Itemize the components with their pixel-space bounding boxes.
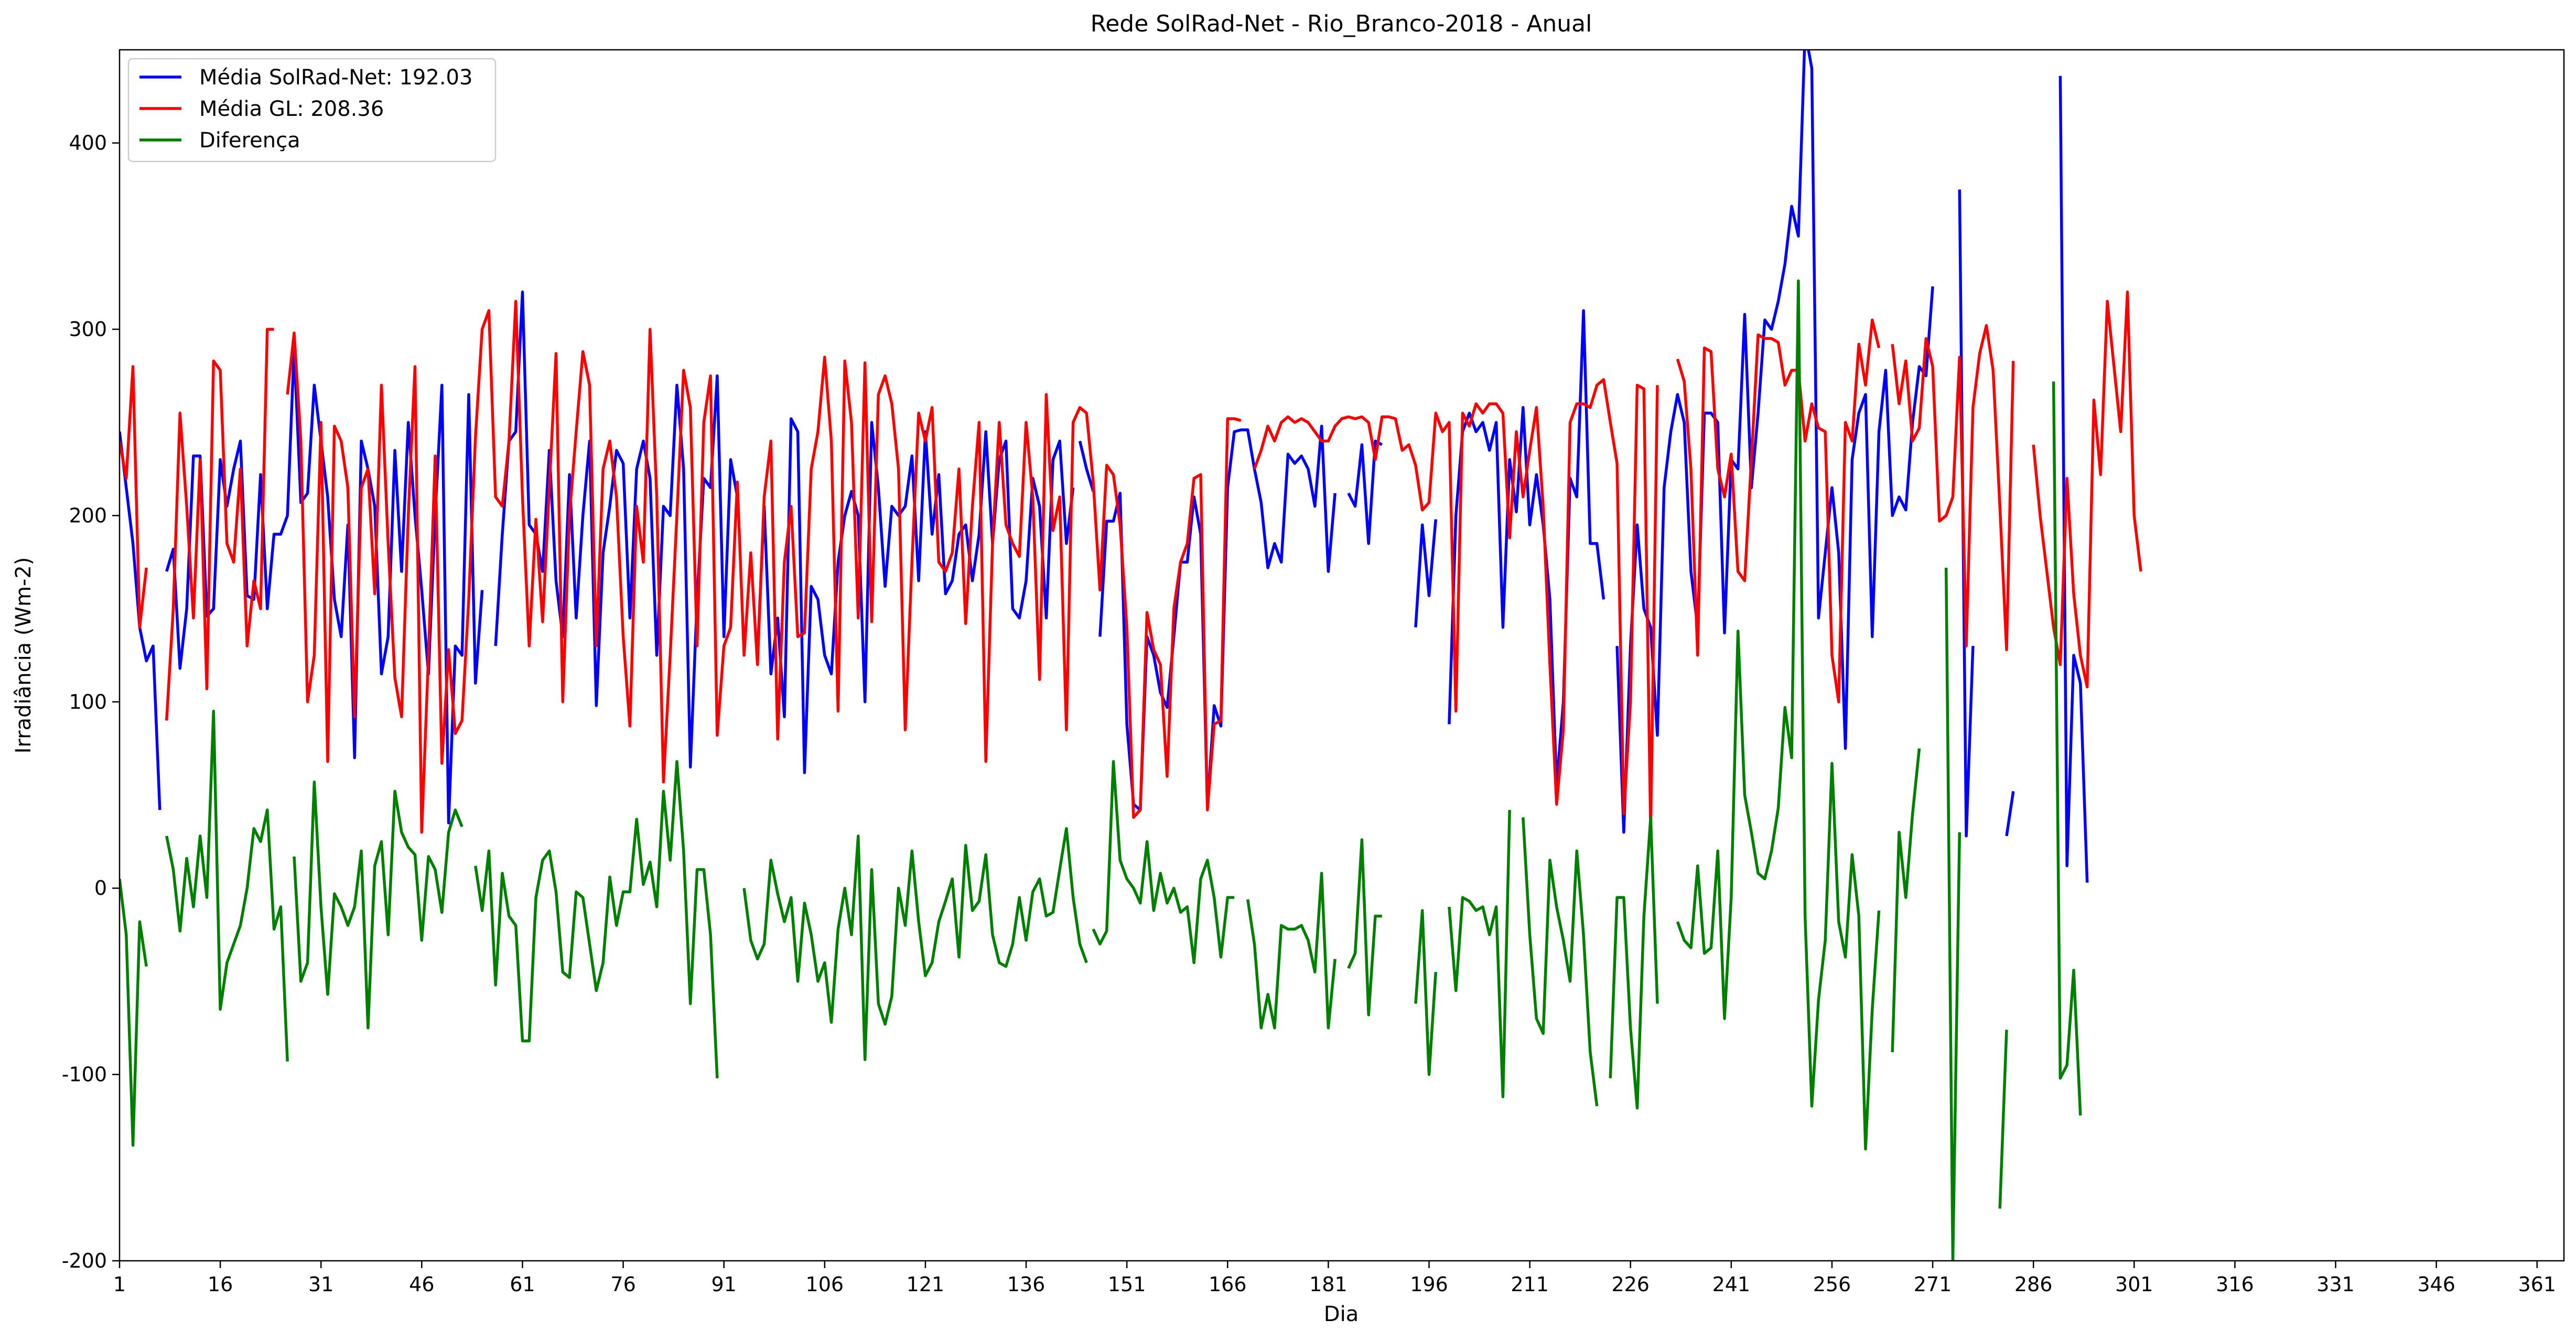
series-3-segment-1 bbox=[120, 879, 148, 1147]
series-3-segment-2 bbox=[165, 709, 289, 1062]
x-tick-label: 121 bbox=[907, 1273, 945, 1296]
series-2-segment-7 bbox=[2032, 290, 2142, 689]
y-tick-label: -100 bbox=[62, 1063, 107, 1086]
series-2-segment-2 bbox=[165, 328, 274, 721]
x-tick-label: 241 bbox=[1712, 1273, 1751, 1296]
x-tick-label: 301 bbox=[2115, 1273, 2153, 1296]
x-tick-label: 271 bbox=[1914, 1273, 1952, 1296]
series-1-segment-6 bbox=[1098, 425, 1336, 812]
y-tick-label: 400 bbox=[69, 132, 107, 155]
series-3-segment-9 bbox=[1414, 909, 1438, 1076]
x-axis: 1 16 31 46 61 76 91 106 121 136 151 166 181 196 211 226… bbox=[113, 1261, 2556, 1296]
y-tick-label: 200 bbox=[69, 504, 107, 527]
y-tick-label: -200 bbox=[62, 1249, 107, 1272]
series-3-segment-17 bbox=[2052, 381, 2082, 1116]
x-tick-label: 61 bbox=[510, 1273, 535, 1296]
x-tick-label: 46 bbox=[409, 1273, 434, 1296]
series-1-segment-13 bbox=[2058, 75, 2089, 883]
legend-label: Diferença bbox=[199, 128, 300, 153]
series-3-segment-12 bbox=[1609, 816, 1659, 1110]
series-1-segment-10 bbox=[1615, 50, 1934, 834]
series-3-segment-7 bbox=[1246, 872, 1336, 1030]
series-2-segment-1 bbox=[120, 365, 148, 629]
plot-frame bbox=[118, 49, 2565, 1262]
x-tick-label: 1 bbox=[113, 1273, 126, 1296]
series-2-segment-6 bbox=[1891, 324, 2015, 652]
y-axis-label: Irradiância (Wm-2) bbox=[12, 557, 36, 754]
chart-title: Rede SolRad-Net - Rio_Branco-2018 - Anua… bbox=[1091, 10, 1592, 37]
series-3-segment-5 bbox=[742, 827, 1088, 1061]
series-1-segment-8 bbox=[1414, 519, 1438, 628]
x-tick-label: 181 bbox=[1309, 1273, 1348, 1296]
series-3-segment-11 bbox=[1522, 817, 1599, 1107]
series-1-segment-12 bbox=[2005, 791, 2015, 837]
series-1-segment-9 bbox=[1448, 309, 1605, 787]
plot-lines bbox=[120, 50, 2142, 1261]
x-tick-label: 76 bbox=[610, 1273, 635, 1296]
legend-label: Média SolRad-Net: 192.03 bbox=[199, 66, 472, 90]
series-3-segment-3 bbox=[293, 780, 464, 1030]
x-tick-label: 256 bbox=[1813, 1273, 1851, 1296]
x-tick-label: 166 bbox=[1209, 1273, 1247, 1296]
y-tick-label: 0 bbox=[94, 877, 107, 900]
x-tick-label: 31 bbox=[308, 1273, 333, 1296]
y-axis: -200 -100 0 100 200 300 400 bbox=[62, 132, 120, 1272]
series-2-segment-3 bbox=[286, 300, 1242, 834]
series-1-segment-7 bbox=[1347, 439, 1383, 545]
series-3 bbox=[120, 279, 2082, 1261]
series-3-segment-13 bbox=[1676, 279, 1881, 1151]
series-3-segment-15 bbox=[1944, 567, 1961, 1261]
series-2 bbox=[120, 290, 2142, 834]
x-tick-label: 331 bbox=[2316, 1273, 2355, 1296]
x-tick-label: 211 bbox=[1511, 1273, 1549, 1296]
series-2-segment-5 bbox=[1676, 318, 1881, 704]
legend-label: Média GL: 208.36 bbox=[199, 97, 384, 121]
series-2-segment-4 bbox=[1253, 378, 1659, 834]
series-3-segment-6 bbox=[1092, 760, 1235, 965]
series-3-segment-8 bbox=[1347, 838, 1382, 1016]
x-tick-label: 136 bbox=[1007, 1273, 1046, 1296]
x-tick-label: 226 bbox=[1611, 1273, 1650, 1296]
series-3-segment-16 bbox=[1998, 1030, 2008, 1209]
series-3-segment-4 bbox=[474, 760, 719, 1078]
series-3-segment-14 bbox=[1891, 748, 1921, 1053]
x-axis-label: Dia bbox=[1324, 1302, 1359, 1326]
x-tick-label: 16 bbox=[208, 1273, 233, 1296]
legend-box bbox=[127, 58, 497, 163]
legend: Média SolRad-Net: 192.03 Média GL: 208.36… bbox=[127, 58, 497, 163]
x-tick-label: 361 bbox=[2518, 1273, 2557, 1296]
series-3-segment-10 bbox=[1448, 809, 1511, 1099]
x-tick-label: 151 bbox=[1108, 1273, 1146, 1296]
x-tick-label: 91 bbox=[712, 1273, 737, 1296]
series-1-segment-5 bbox=[1078, 440, 1095, 492]
y-tick-label: 100 bbox=[69, 690, 107, 713]
x-tick-label: 106 bbox=[806, 1273, 844, 1296]
x-tick-label: 346 bbox=[2417, 1273, 2455, 1296]
x-tick-label: 316 bbox=[2216, 1273, 2254, 1296]
x-tick-label: 286 bbox=[2014, 1273, 2053, 1296]
y-tick-label: 300 bbox=[69, 318, 107, 341]
x-tick-label: 196 bbox=[1410, 1273, 1448, 1296]
